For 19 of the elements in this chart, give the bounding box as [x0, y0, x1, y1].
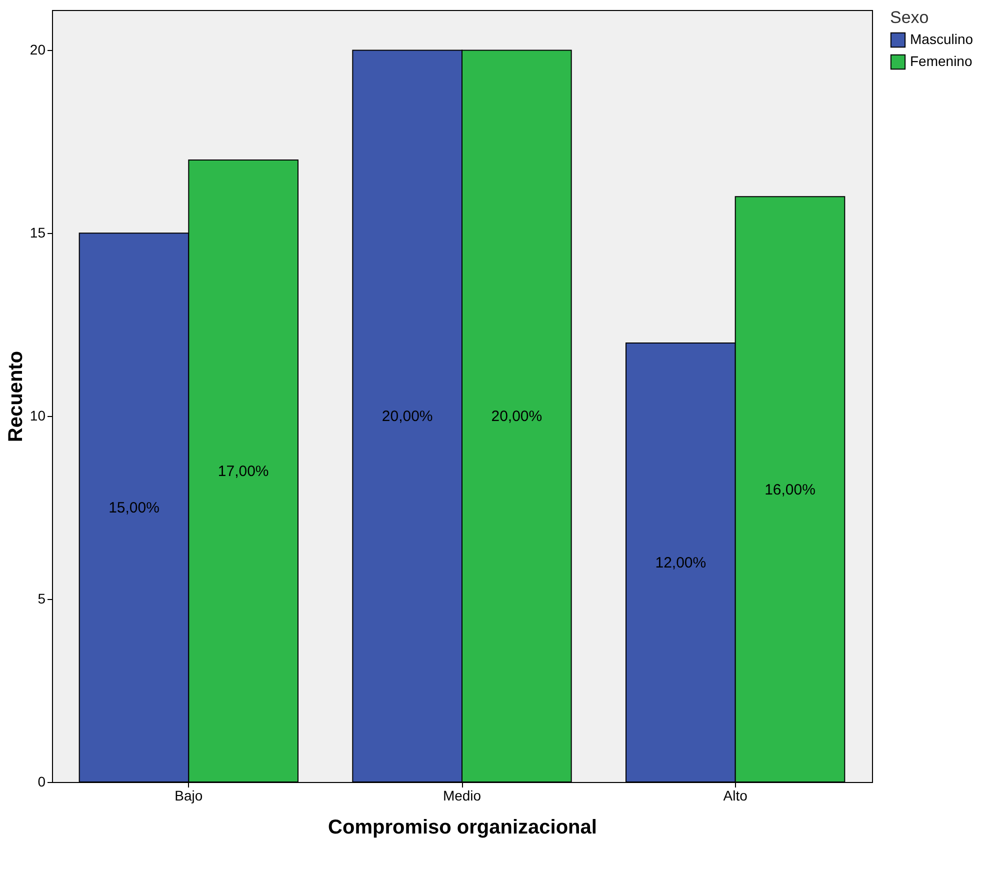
y-axis-title: Recuento [4, 350, 27, 442]
data-label: 12,00% [655, 554, 706, 572]
x-tick-label: Bajo [174, 788, 203, 804]
y-tick-label: 10 [30, 408, 46, 424]
legend-label: Masculino [910, 31, 974, 47]
y-tick-label: 15 [30, 224, 46, 241]
y-tick-label: 0 [38, 774, 46, 790]
y-tick-label: 5 [38, 590, 46, 607]
x-axis-title: Compromiso organizacional [328, 816, 597, 838]
y-tick-label: 20 [30, 42, 46, 58]
x-tick-label: Medio [442, 788, 482, 804]
legend-label: Femenino [910, 53, 972, 69]
data-label: 17,00% [218, 463, 269, 480]
data-label: 16,00% [764, 481, 816, 498]
data-label: 15,00% [108, 500, 160, 517]
data-label: 20,00% [382, 408, 433, 426]
x-tick-label: Alto [723, 788, 748, 804]
data-label: 20,00% [491, 408, 542, 426]
legend-title: Sexo [890, 8, 929, 27]
